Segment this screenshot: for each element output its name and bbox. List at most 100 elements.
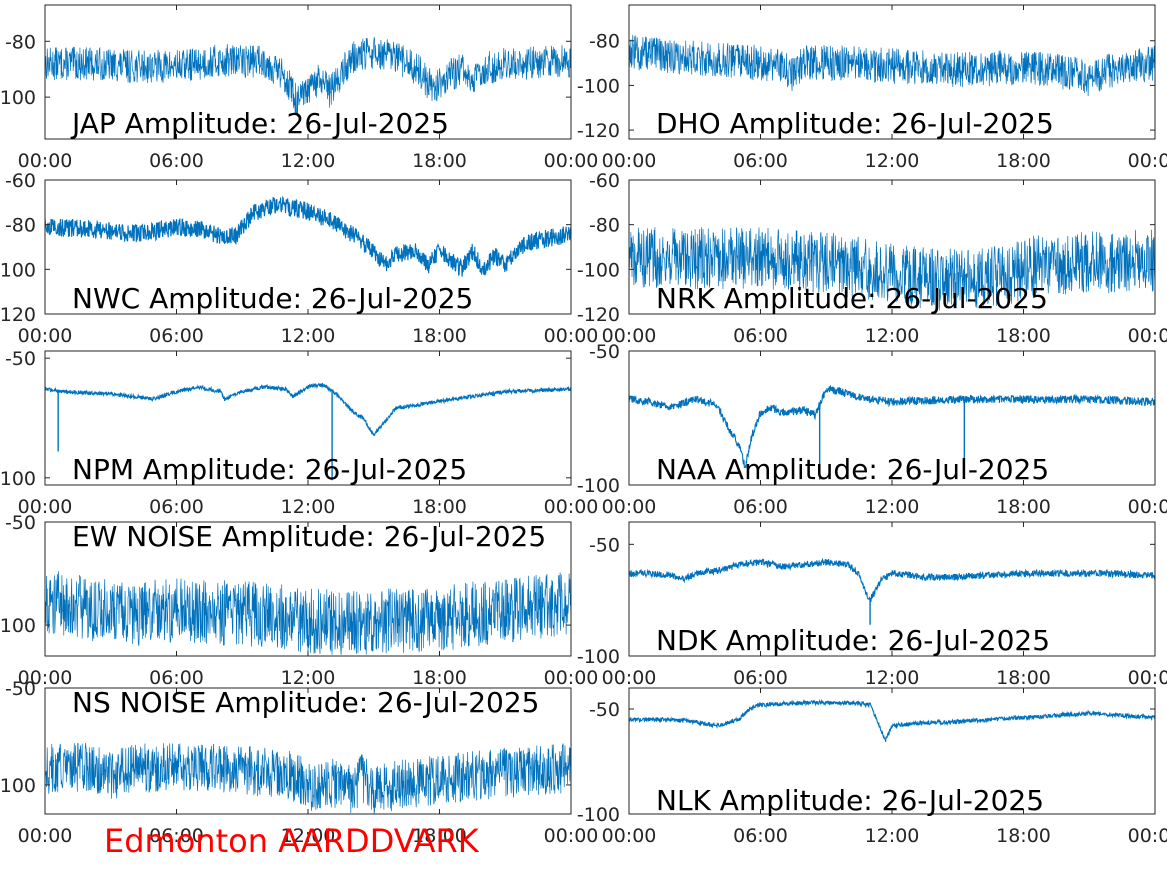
chart-title: NS NOISE Amplitude: 26-Jul-2025	[72, 686, 539, 719]
x-tick-label: 00:00	[544, 496, 599, 518]
chart-title: DHO Amplitude: 26-Jul-2025	[656, 107, 1054, 140]
y-tick-label: 120	[0, 304, 36, 326]
y-tick-label: -80	[5, 215, 36, 237]
x-tick-label: 18:00	[996, 150, 1051, 172]
x-tick-label: 12:00	[281, 825, 336, 847]
chart-panel-4: 00:00 06:00 12:00 18:00 00:00 -60 -80 -100 -120 N…	[577, 170, 1167, 347]
x-tick-label: 00:00	[1128, 825, 1167, 847]
y-tick-label: -50	[589, 534, 620, 556]
y-tick-label: -60	[5, 170, 36, 192]
chart-title: NRK Amplitude: 26-Jul-2025	[656, 282, 1048, 315]
y-tick-label: 100	[0, 259, 36, 281]
x-tick-label: 00:00	[602, 150, 657, 172]
x-tick-label: 06:00	[149, 496, 204, 518]
y-tick-label: -100	[577, 646, 620, 668]
chart-panel-6: 00:00 06:00 12:00 18:00 00:00 -50 -100 NAA Ampl…	[577, 341, 1167, 518]
x-tick-label: 12:00	[281, 150, 336, 172]
chart-panel-8: 00:00 06:00 12:00 18:00 00:00 -50 -100 NDK Ampl…	[577, 521, 1167, 689]
x-tick-label: 00:00	[18, 825, 73, 847]
x-tick-label: 18:00	[996, 825, 1051, 847]
x-tick-label: 00:00	[544, 667, 599, 689]
x-tick-label: 12:00	[865, 325, 920, 347]
x-tick-label: 06:00	[149, 825, 204, 847]
y-tick-label: -120	[577, 120, 620, 142]
x-tick-label: 00:00	[1128, 150, 1167, 172]
x-tick-label: 00:00	[18, 667, 73, 689]
chart-title: NAA Amplitude: 26-Jul-2025	[656, 453, 1049, 486]
x-tick-label: 12:00	[865, 825, 920, 847]
chart-title: NWC Amplitude: 26-Jul-2025	[72, 282, 473, 315]
y-tick-label: -50	[589, 341, 620, 363]
chart-title: EW NOISE Amplitude: 26-Jul-2025	[72, 520, 546, 553]
chart-panel-10: 00:00 06:00 12:00 18:00 00:00 -50 -100 NLK Ampl…	[577, 687, 1167, 847]
x-tick-label: 12:00	[281, 667, 336, 689]
y-tick-label: -100	[577, 259, 620, 281]
station-label: Edmonton AARDDVARK	[104, 822, 479, 860]
x-tick-label: 00:00	[18, 150, 73, 172]
y-tick-label: 100	[0, 775, 36, 797]
y-tick-label: -50	[5, 678, 36, 700]
x-tick-label: 06:00	[733, 150, 788, 172]
x-tick-label: 00:00	[18, 496, 73, 518]
chart-panel-1: 00:00 06:00 12:00 18:00 00:00 -80 100 JAP Ampli…	[0, 4, 599, 172]
y-tick-label: -80	[589, 215, 620, 237]
x-tick-label: 00:00	[544, 325, 599, 347]
x-tick-label: 06:00	[149, 150, 204, 172]
x-tick-label: 12:00	[281, 496, 336, 518]
x-tick-label: 00:00	[1128, 496, 1167, 518]
x-tick-label: 06:00	[733, 496, 788, 518]
series-line	[629, 227, 1155, 311]
x-tick-label: 06:00	[733, 825, 788, 847]
x-tick-label: 06:00	[149, 667, 204, 689]
y-tick-label: -50	[5, 348, 36, 370]
chart-panel-2: 00:00 06:00 12:00 18:00 00:00 -80 -100 -120 DHO …	[577, 4, 1167, 172]
chart-title: NDK Amplitude: 26-Jul-2025	[656, 624, 1050, 657]
x-tick-label: 00:00	[544, 150, 599, 172]
chart-panel-5: 00:00 06:00 12:00 18:00 00:00 -50 100 NPM Ampli…	[0, 348, 598, 518]
x-tick-label: 18:00	[996, 325, 1051, 347]
x-tick-label: 00:00	[1128, 667, 1167, 689]
x-tick-label: 18:00	[412, 150, 467, 172]
series-line	[45, 195, 571, 277]
chart-title: JAP Amplitude: 26-Jul-2025	[70, 107, 449, 140]
series-line	[45, 37, 571, 117]
x-tick-label: 18:00	[996, 496, 1051, 518]
x-tick-label: 00:00	[544, 825, 599, 847]
y-tick-label: -50	[589, 699, 620, 721]
x-tick-label: 12:00	[865, 667, 920, 689]
y-tick-label: -80	[589, 31, 620, 53]
chart-panel-3: 00:00 06:00 12:00 18:00 00:00 -60 -80 100 120 NWC…	[0, 170, 598, 347]
y-tick-label: -100	[577, 475, 620, 497]
y-tick-label: -80	[5, 31, 36, 53]
x-tick-label: 00:00	[1128, 325, 1167, 347]
series-line	[45, 382, 571, 437]
x-tick-label: 12:00	[865, 150, 920, 172]
y-tick-label: 100	[0, 87, 36, 109]
y-tick-label: -120	[577, 304, 620, 326]
chart-title: NPM Amplitude: 26-Jul-2025	[72, 453, 467, 486]
x-tick-label: 18:00	[996, 667, 1051, 689]
x-tick-label: 18:00	[412, 825, 467, 847]
x-tick-label: 12:00	[865, 496, 920, 518]
x-tick-label: 18:00	[412, 667, 467, 689]
x-tick-label: 00:00	[18, 325, 73, 347]
x-tick-label: 06:00	[149, 325, 204, 347]
x-tick-label: 18:00	[412, 496, 467, 518]
x-tick-label: 00:00	[602, 667, 657, 689]
x-tick-label: 00:00	[602, 325, 657, 347]
series-line	[45, 742, 571, 814]
y-tick-label: 100	[0, 468, 36, 490]
x-tick-label: 12:00	[281, 325, 336, 347]
y-tick-label: -60	[589, 170, 620, 192]
chart-panel-9: 00:00 06:00 12:00 18:00 00:00 -50 100 NS NOISE …	[0, 678, 598, 847]
chart-panel-7: 00:00 06:00 12:00 18:00 00:00 -50 100 EW NOISE …	[0, 512, 598, 689]
x-tick-label: 18:00	[412, 325, 467, 347]
y-tick-label: -100	[577, 804, 620, 826]
series-line	[629, 557, 1155, 602]
y-tick-label: -100	[577, 75, 620, 97]
series-line	[45, 571, 571, 655]
x-tick-label: 06:00	[733, 325, 788, 347]
x-tick-label: 06:00	[733, 667, 788, 689]
x-tick-label: 00:00	[602, 496, 657, 518]
